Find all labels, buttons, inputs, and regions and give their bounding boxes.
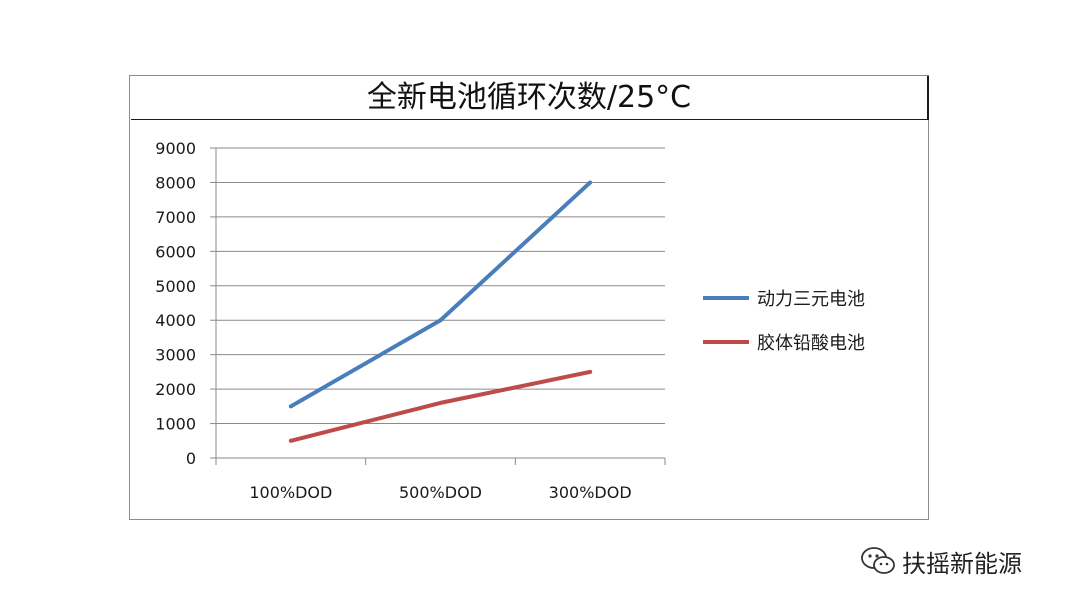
y-tick-label: 2000 [155, 380, 196, 399]
x-tick-label: 500%DOD [399, 483, 482, 502]
data-point [288, 404, 293, 409]
legend-label: 胶体铅酸电池 [757, 333, 865, 354]
data-point [438, 400, 443, 405]
gridlines [216, 147, 665, 425]
y-tick-label: 6000 [155, 242, 196, 261]
chart-frame [129, 75, 929, 520]
y-tick-label: 3000 [155, 346, 196, 365]
y-tick-label: 1000 [155, 415, 196, 434]
y-tick-label: 8000 [155, 173, 196, 192]
data-point [588, 369, 593, 374]
data-point [588, 180, 593, 185]
watermark-text: 扶摇新能源 [902, 549, 1022, 578]
x-axis-tick-labels: 100%DOD 500%DOD 300%DOD [249, 483, 631, 502]
y-tick-label: 4000 [155, 311, 196, 330]
y-axis-tick-labels: 0 1000 2000 3000 4000 5000 6000 7000 8000 9000 [155, 139, 196, 468]
watermark: 扶摇新能源 [860, 544, 1022, 578]
series-line-1 [289, 180, 592, 409]
legend-label: 动力三元电池 [757, 289, 865, 310]
data-point [438, 318, 443, 323]
y-tick-label: 5000 [155, 277, 196, 296]
wechat-icon [861, 547, 895, 574]
series-lines [288, 180, 593, 443]
y-tick-label: 0 [186, 449, 196, 468]
data-point [288, 438, 293, 443]
chart-title: 全新电池循环次数/25°C [131, 76, 929, 120]
x-tick-label: 300%DOD [549, 483, 632, 502]
y-tick-label: 7000 [155, 208, 196, 227]
axes [210, 147, 666, 465]
y-tick-label: 9000 [155, 139, 196, 158]
x-tick-label: 100%DOD [249, 483, 332, 502]
